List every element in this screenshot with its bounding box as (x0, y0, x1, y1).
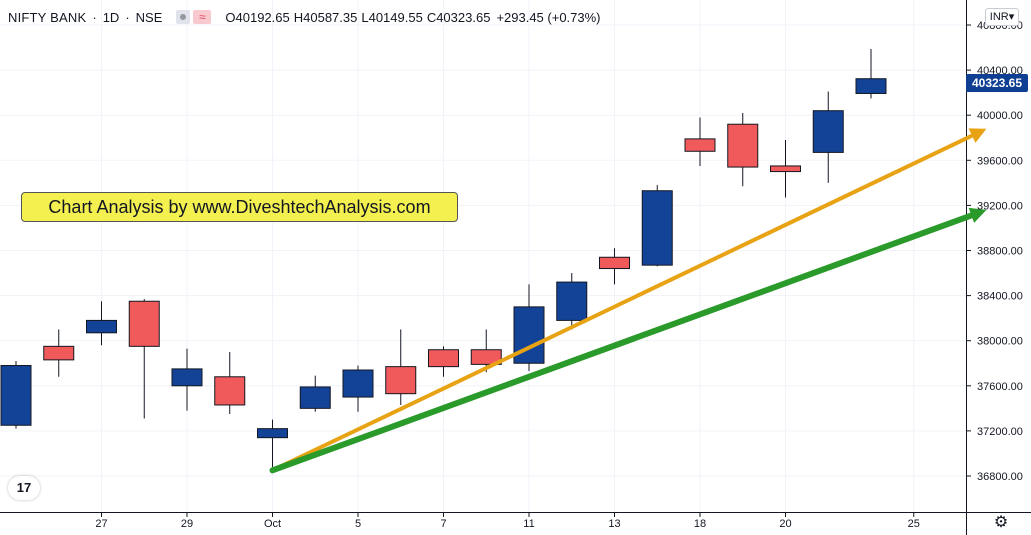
x-tick-label: Oct (264, 518, 281, 530)
candle-body (855, 78, 887, 94)
candle (599, 248, 630, 285)
analysis-banner: Chart Analysis by www.DiveshtechAnalysis… (21, 192, 458, 222)
candle-body (214, 376, 246, 406)
currency-button[interactable]: INR▾ (985, 8, 1019, 26)
x-tick-label: 7 (440, 518, 446, 530)
candle (385, 329, 417, 405)
x-tick-label: 29 (181, 518, 193, 530)
candle-body (684, 138, 716, 152)
x-tick-label: 20 (779, 518, 791, 530)
y-tick-label: 37200.00 (977, 426, 1023, 438)
candle-body (385, 366, 417, 395)
last-price-tag: 40323.65 (966, 74, 1028, 92)
symbol-name[interactable]: NIFTY BANK (8, 9, 87, 25)
trendlines (269, 128, 987, 474)
trendline-arrowhead (968, 128, 987, 143)
x-tick-label: 27 (95, 518, 107, 530)
candle (86, 301, 117, 346)
y-tick-label: 38400.00 (977, 291, 1023, 303)
candle-body (257, 428, 288, 439)
high-value: H40587.35 (293, 9, 358, 25)
candle (214, 351, 246, 414)
candle (43, 329, 75, 377)
candle-body (812, 110, 844, 153)
y-tick-label: 38800.00 (977, 246, 1023, 258)
chart-header: NIFTY BANK · 1D · NSE ≈ O40192.65 H40587… (8, 9, 601, 25)
candles (0, 48, 887, 467)
candle (128, 298, 160, 419)
candle (770, 140, 801, 198)
candle-body (556, 281, 588, 321)
candle-body (770, 165, 801, 173)
x-tick-label: 13 (608, 518, 620, 530)
y-tick-label: 39600.00 (977, 155, 1023, 167)
x-tick-label: 18 (694, 518, 706, 530)
candle (855, 48, 887, 99)
x-tick-label: 11 (523, 518, 534, 530)
eye-icon[interactable] (176, 10, 191, 24)
trendline-arrowhead (968, 207, 987, 223)
candle-body (128, 300, 160, 347)
candle (812, 91, 844, 183)
low-value: L40149.55 (361, 9, 423, 25)
trendline-shaft (269, 212, 975, 474)
exchange-label: NSE (135, 9, 163, 25)
y-tick-label: 36800.00 (977, 471, 1023, 483)
candle-body (299, 386, 331, 409)
candle (0, 360, 32, 429)
y-tick-label: 37600.00 (977, 381, 1023, 393)
candle (641, 185, 673, 267)
candle (342, 365, 374, 412)
candle (727, 112, 759, 187)
open-value: O40192.65 (225, 9, 290, 25)
candle (470, 329, 502, 373)
trendline-green (269, 207, 987, 474)
close-value: C40323.65 (426, 9, 491, 25)
candle-body (0, 365, 32, 426)
trendline-shaft (270, 133, 974, 473)
candle (428, 346, 459, 377)
y-tick-label: 38000.00 (977, 336, 1023, 348)
x-tick-label: 5 (355, 518, 361, 530)
candle-body (342, 369, 374, 398)
change-value: +293.45 (+0.73%) (496, 9, 601, 25)
candle-body (428, 349, 459, 368)
candle (171, 348, 203, 411)
candle-body (86, 319, 117, 334)
candle-body (171, 368, 203, 387)
grid (0, 0, 966, 512)
candle-body (470, 349, 502, 365)
candle (257, 419, 288, 467)
x-tick-label: 25 (908, 518, 920, 530)
candle-body (43, 345, 75, 361)
candle (556, 273, 588, 330)
candle-body (599, 256, 630, 270)
y-tick-label: 40000.00 (977, 110, 1023, 122)
candle (684, 117, 716, 166)
candle-body (641, 190, 673, 266)
trendline-orange (270, 128, 987, 473)
candle (299, 375, 331, 412)
settings-gear-icon[interactable]: ⚙ (993, 514, 1009, 531)
tradingview-logo-icon[interactable]: 17 (8, 476, 40, 500)
interval-label[interactable]: 1D (102, 9, 120, 25)
candle-body (727, 123, 759, 168)
y-tick-label: 39200.00 (977, 200, 1023, 212)
wave-icon[interactable]: ≈ (193, 10, 212, 24)
axis-labels: 36800.00 37200.00 37600.00 38000.00 38400.00… (95, 20, 1023, 530)
ohlc-values: O40192.65 H40587.35 L40149.55 C40323.65 (225, 10, 490, 25)
candle (513, 284, 545, 372)
